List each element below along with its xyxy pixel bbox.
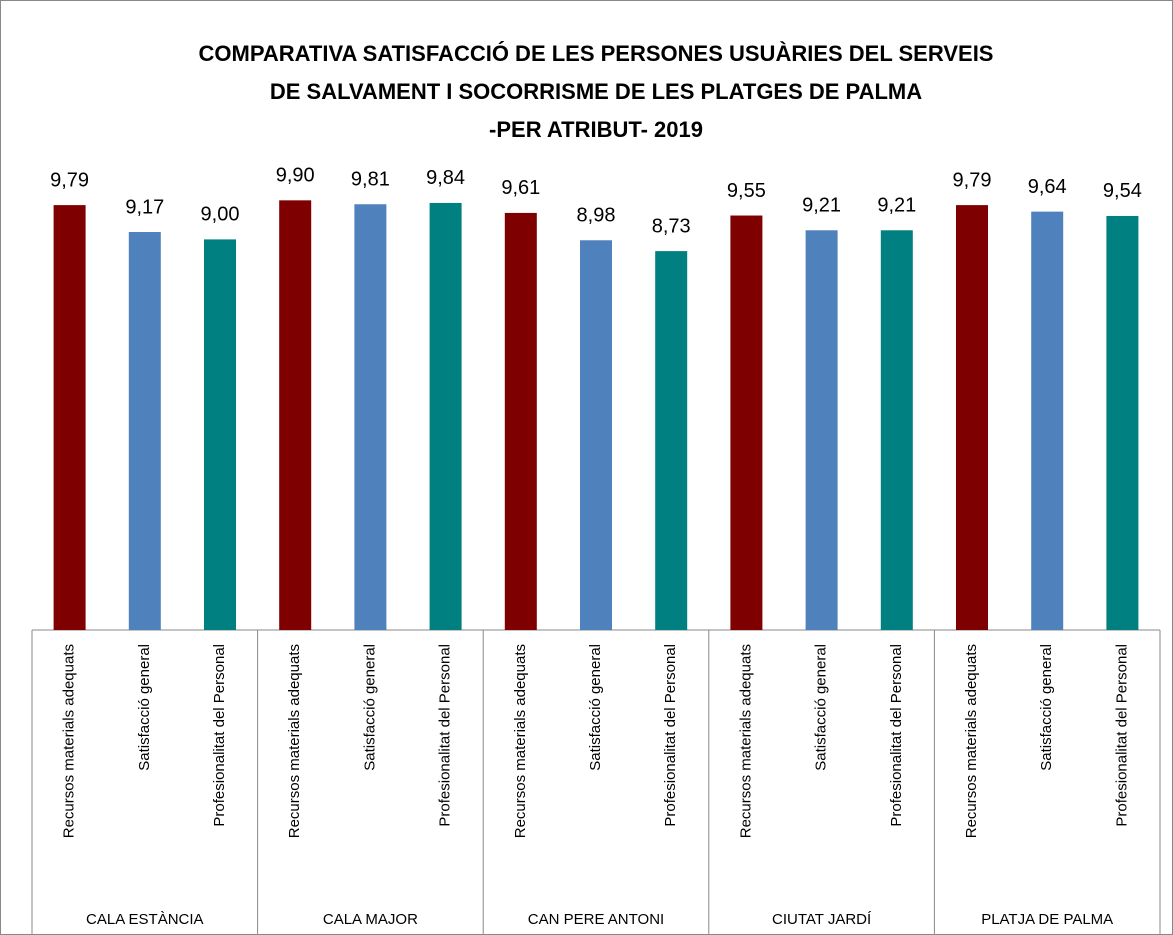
- group-label: CALA MAJOR: [323, 911, 418, 928]
- x-tick-label: Profesionalitat del Personal: [437, 644, 454, 827]
- value-label: 9,81: [351, 169, 390, 191]
- group-label: PLATJA DE PALMA: [981, 911, 1113, 928]
- x-tick-label: Satisfacció general: [1038, 644, 1055, 771]
- bar: [204, 239, 236, 630]
- chart-title: COMPARATIVA SATISFACCIÓ DE LES PERSONES …: [199, 41, 994, 66]
- x-tick-label: Satisfacció general: [136, 644, 153, 771]
- bar: [128, 232, 161, 630]
- bar: [880, 230, 913, 630]
- group-label: CALA ESTÀNCIA: [86, 911, 204, 928]
- bar: [655, 251, 688, 631]
- bar: [1031, 211, 1064, 630]
- bar: [1106, 215, 1139, 631]
- x-tick-label: Satisfacció general: [587, 644, 604, 771]
- bar: [956, 205, 988, 630]
- x-tick-label: Satisfacció general: [361, 644, 378, 771]
- x-tick-label: Recursos materials adequats: [61, 644, 78, 838]
- x-tick-label: Recursos materials adequats: [286, 644, 303, 838]
- x-tick-label: Profesionalitat del Personal: [1113, 644, 1130, 827]
- value-label: 9,61: [501, 177, 540, 199]
- value-label: 9,55: [727, 180, 766, 202]
- value-label: 9,64: [1028, 176, 1067, 198]
- group-label: CIUTAT JARDÍ: [772, 911, 872, 928]
- chart-title: DE SALVAMENT I SOCORRISME DE LES PLATGES…: [270, 79, 922, 104]
- value-label: 9,90: [276, 165, 315, 187]
- value-label: 9,79: [953, 169, 992, 191]
- value-label: 9,21: [877, 195, 916, 217]
- value-label: 8,98: [577, 205, 616, 227]
- value-label: 9,54: [1103, 180, 1142, 202]
- group-label: CAN PERE ANTONI: [528, 911, 664, 928]
- bar: [53, 205, 86, 630]
- bar: [429, 202, 462, 630]
- value-label: 9,21: [802, 195, 841, 217]
- x-tick-label: Recursos materials adequats: [512, 644, 529, 838]
- value-label: 9,17: [125, 196, 164, 218]
- x-tick-label: Recursos materials adequats: [963, 644, 980, 838]
- bar: [279, 200, 312, 630]
- x-tick-label: Profesionalitat del Personal: [888, 644, 905, 827]
- x-tick-label: Profesionalitat del Personal: [211, 644, 228, 827]
- value-label: 9,00: [201, 204, 240, 226]
- bar: [730, 215, 763, 630]
- bar: [504, 212, 537, 630]
- value-label: 9,84: [426, 167, 465, 189]
- bar: [580, 240, 612, 630]
- x-tick-label: Profesionalitat del Personal: [662, 644, 679, 827]
- x-tick-label: Recursos materials adequats: [737, 644, 754, 838]
- x-tick-label: Satisfacció general: [813, 644, 830, 771]
- bar: [805, 230, 838, 630]
- value-label: 9,79: [50, 169, 89, 191]
- bar: [354, 204, 387, 630]
- chart-title: -PER ATRIBUT- 2019: [489, 117, 703, 142]
- value-label: 8,73: [652, 215, 691, 237]
